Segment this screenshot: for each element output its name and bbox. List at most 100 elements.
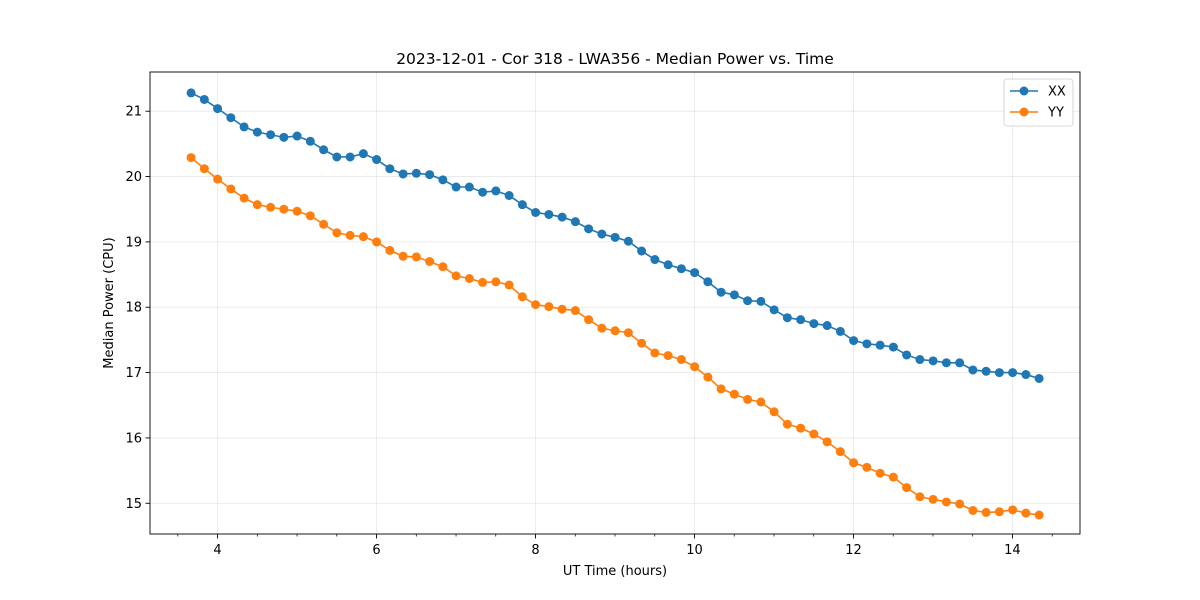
data-point-xx (1008, 368, 1018, 378)
data-point-yy (213, 174, 223, 184)
legend-marker-xx (1019, 86, 1029, 96)
y-tick-label: 15 (125, 497, 142, 512)
data-point-yy (941, 497, 951, 507)
y-tick-label: 20 (125, 170, 142, 185)
data-point-xx (252, 127, 262, 137)
data-point-xx (279, 132, 289, 142)
data-point-xx (226, 113, 236, 123)
data-point-xx (676, 264, 686, 274)
data-point-yy (623, 328, 633, 338)
legend-marker-yy (1019, 107, 1029, 117)
data-point-yy (703, 372, 713, 382)
data-point-xx (385, 164, 395, 174)
data-point-yy (186, 153, 196, 163)
data-point-xx (743, 296, 753, 306)
data-point-xx (968, 365, 978, 375)
data-point-xx (610, 232, 620, 242)
data-point-yy (835, 447, 845, 457)
data-point-yy (981, 507, 991, 517)
data-point-xx (1034, 373, 1044, 383)
x-axis: 4 6 8 10 12 14 (177, 534, 1053, 558)
data-point-yy (849, 458, 859, 468)
data-point-yy (902, 483, 912, 493)
data-point-yy (491, 277, 501, 287)
data-point-xx (292, 131, 302, 141)
data-point-xx (756, 296, 766, 306)
x-tick-label: 12 (845, 543, 862, 558)
data-point-yy (875, 468, 885, 478)
series-layer (186, 88, 1044, 520)
data-point-yy (345, 230, 355, 240)
data-point-yy (756, 397, 766, 407)
data-point-yy (332, 228, 342, 238)
x-tick-label: 8 (531, 543, 539, 558)
data-point-yy (266, 202, 276, 212)
data-point-xx (994, 368, 1004, 378)
data-point-xx (213, 104, 223, 114)
data-point-xx (1021, 370, 1031, 380)
data-point-xx (345, 152, 355, 162)
data-point-xx (372, 155, 382, 165)
data-point-xx (981, 366, 991, 376)
data-point-yy (319, 219, 329, 229)
data-point-yy (1034, 510, 1044, 520)
data-point-yy (994, 507, 1004, 517)
data-point-xx (544, 209, 554, 219)
data-point-yy (743, 394, 753, 404)
data-point-yy (584, 315, 594, 325)
data-point-yy (955, 499, 965, 509)
data-point-xx (517, 200, 527, 210)
data-point-xx (915, 355, 925, 365)
data-point-yy (809, 429, 819, 439)
x-axis-label: UT Time (hours) (563, 564, 667, 579)
data-point-yy (915, 492, 925, 502)
data-point-xx (809, 319, 819, 329)
data-point-yy (570, 306, 580, 316)
data-point-yy (888, 472, 898, 482)
data-point-xx (425, 170, 435, 180)
x-tick-label: 14 (1004, 543, 1021, 558)
data-point-yy (279, 204, 289, 214)
data-point-yy (663, 351, 673, 361)
data-point-xx (438, 175, 448, 185)
data-point-xx (716, 287, 726, 297)
data-point-xx (557, 212, 567, 222)
data-point-yy (1021, 508, 1031, 518)
data-point-yy (928, 494, 938, 504)
data-point-xx (411, 168, 421, 178)
y-axis-label: Median Power (CPU) (102, 237, 117, 368)
data-point-yy (782, 419, 792, 429)
data-point-xx (186, 88, 196, 98)
data-point-yy (517, 292, 527, 302)
data-point-yy (411, 252, 421, 262)
data-point-xx (822, 321, 832, 331)
data-point-xx (875, 340, 885, 350)
data-point-yy (425, 257, 435, 266)
data-point-yy (504, 280, 514, 290)
data-point-xx (955, 358, 965, 368)
legend-label-yy: YY (1047, 106, 1064, 121)
data-point-xx (782, 313, 792, 323)
data-point-xx (888, 342, 898, 352)
data-point-yy (305, 211, 315, 221)
data-point-xx (584, 224, 594, 234)
data-point-xx (650, 255, 660, 265)
data-point-xx (531, 208, 541, 217)
data-point-xx (623, 236, 633, 246)
data-point-xx (398, 169, 408, 179)
data-point-yy (226, 184, 236, 194)
data-point-yy (239, 193, 249, 203)
data-point-xx (570, 217, 580, 227)
data-point-yy (398, 251, 408, 261)
data-point-xx (199, 94, 209, 104)
series-xx (186, 88, 1044, 383)
data-point-xx (769, 305, 779, 315)
data-point-xx (690, 268, 700, 278)
y-tick-label: 17 (125, 366, 142, 381)
x-tick-label: 4 (213, 543, 221, 558)
y-axis: 15 16 17 18 19 20 21 (125, 105, 150, 512)
data-point-yy (1008, 505, 1018, 515)
data-point-xx (703, 277, 713, 287)
data-point-xx (239, 122, 249, 132)
